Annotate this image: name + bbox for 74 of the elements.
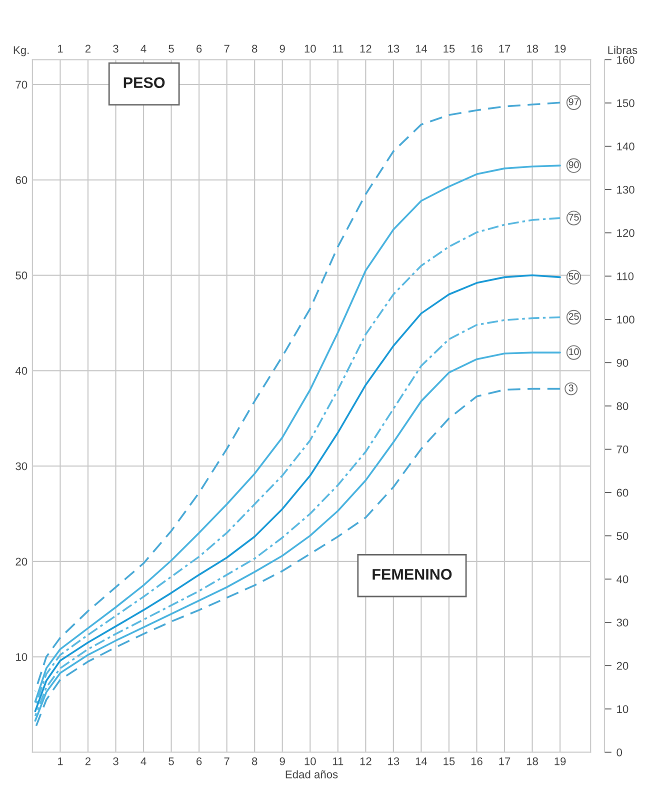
x-tick-label: 3 — [113, 757, 118, 766]
y2-tick-label: 30 — [616, 618, 628, 627]
x2-tick-label: 14 — [416, 44, 428, 53]
x2-tick-label: 10 — [304, 44, 316, 53]
y-tick-label: 50 — [16, 272, 28, 280]
x-tick-label: 5 — [168, 757, 174, 766]
x2-tick-label: 1 — [58, 44, 63, 53]
y-tick-label: 20 — [16, 558, 28, 566]
y2-tick-label: 130 — [617, 186, 634, 194]
y2-tick-label: 10 — [617, 705, 628, 714]
x-tick-label: 8 — [252, 757, 258, 766]
x-tick-label: 18 — [526, 757, 538, 766]
series-label: 90 — [568, 161, 579, 168]
series-label: 97 — [568, 98, 579, 106]
y2-axis-title: Libras — [608, 46, 638, 54]
x2-tick-label: 13 — [388, 44, 400, 53]
x-tick-label: 12 — [360, 757, 372, 766]
x2-tick-label: 3 — [113, 44, 118, 53]
x2-tick-label: 5 — [168, 44, 174, 53]
x-tick-label: 14 — [416, 757, 428, 766]
y2-tick-label: 60 — [616, 488, 628, 497]
x2-tick-label: 18 — [526, 44, 538, 53]
x-tick-label: 13 — [388, 757, 400, 766]
x2-tick-label: 9 — [280, 44, 285, 53]
series-label: 3 — [568, 384, 574, 392]
y-tick-label: 40 — [15, 366, 28, 375]
x-tick-label: 7 — [224, 757, 230, 766]
x-axis-title: Edad años — [286, 770, 338, 778]
x-tick-label: 16 — [471, 757, 482, 766]
x2-tick-label: 6 — [196, 44, 202, 53]
x-tick-label: 2 — [85, 757, 91, 766]
y2-tick-label: 0 — [616, 748, 622, 756]
x-tick-label: 17 — [499, 757, 510, 766]
y-tick-label: 10 — [16, 653, 28, 661]
y2-tick-label: 50 — [616, 532, 628, 540]
y2-tick-label: 120 — [617, 229, 634, 237]
x2-tick-label: 11 — [332, 44, 344, 53]
y2-tick-label: 90 — [616, 358, 628, 367]
x-tick-label: 1 — [58, 757, 63, 766]
y-tick-label: 60 — [16, 176, 28, 184]
y2-tick-label: 40 — [616, 575, 628, 584]
y2-tick-label: 100 — [617, 316, 634, 324]
series-label: 50 — [568, 272, 579, 280]
x2-tick-label: 4 — [140, 44, 146, 53]
x2-tick-label: 2 — [85, 44, 91, 53]
x-tick-label: 6 — [196, 757, 202, 766]
series-label: 75 — [568, 214, 579, 221]
x-tick-label: 9 — [280, 757, 285, 766]
y-axis-title: Kg. — [14, 46, 29, 56]
y2-tick-label: 70 — [616, 446, 628, 454]
x-tick-label: 10 — [304, 757, 316, 766]
y2-tick-label: 140 — [617, 142, 634, 150]
y2-tick-label: 80 — [616, 402, 628, 410]
series-label: 25 — [568, 312, 579, 320]
x2-tick-label: 8 — [252, 44, 258, 53]
x2-tick-label: 12 — [360, 44, 372, 53]
annotation: FEMENINO — [372, 568, 452, 580]
y2-tick-label: 160 — [617, 56, 634, 64]
x-tick-label: 4 — [140, 757, 146, 766]
x2-tick-label: 16 — [471, 44, 482, 53]
y-tick-label: 30 — [16, 462, 28, 470]
y2-tick-label: 150 — [617, 99, 634, 108]
y-tick-label: 70 — [16, 80, 28, 89]
y2-tick-label: 20 — [616, 662, 628, 670]
x2-tick-label: 15 — [444, 44, 455, 53]
x2-tick-label: 17 — [499, 44, 510, 53]
series-label: 10 — [569, 348, 579, 356]
x-tick-label: 19 — [554, 757, 566, 766]
x2-tick-label: 19 — [554, 44, 566, 53]
x-tick-label: 15 — [444, 757, 455, 766]
y2-tick-label: 110 — [617, 272, 634, 280]
x-tick-label: 11 — [332, 757, 344, 766]
annotation: PESO — [124, 77, 165, 88]
x2-tick-label: 7 — [224, 44, 230, 53]
